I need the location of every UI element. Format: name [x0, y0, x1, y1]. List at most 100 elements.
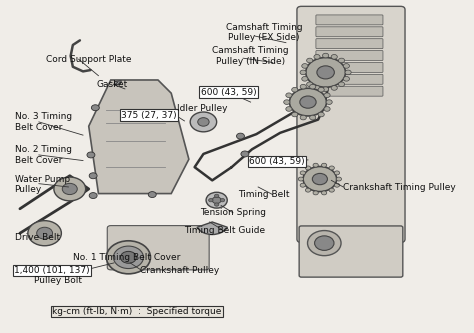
Circle shape	[310, 115, 316, 120]
Circle shape	[329, 188, 334, 192]
Text: Pulley Bolt: Pulley Bolt	[35, 276, 82, 285]
Circle shape	[292, 112, 298, 117]
Circle shape	[321, 163, 327, 167]
Circle shape	[302, 77, 308, 81]
Polygon shape	[89, 80, 189, 193]
Text: Timing Belt Guide: Timing Belt Guide	[183, 226, 264, 235]
Circle shape	[286, 93, 292, 98]
Text: No. 1 Timing Belt Cover: No. 1 Timing Belt Cover	[73, 253, 181, 262]
FancyBboxPatch shape	[299, 226, 403, 277]
Circle shape	[318, 87, 324, 92]
Circle shape	[190, 112, 217, 132]
FancyBboxPatch shape	[316, 39, 383, 49]
Circle shape	[312, 173, 328, 185]
Text: Camshaft Timing
Pulley (IN Side): Camshaft Timing Pulley (IN Side)	[212, 46, 289, 66]
Circle shape	[214, 203, 219, 206]
Circle shape	[314, 55, 320, 59]
Text: Crankshaft Timing Pulley: Crankshaft Timing Pulley	[343, 183, 456, 192]
Circle shape	[324, 93, 330, 98]
Circle shape	[314, 86, 320, 90]
Circle shape	[220, 198, 225, 202]
Text: Crankshaft Pulley: Crankshaft Pulley	[140, 266, 219, 275]
FancyBboxPatch shape	[316, 86, 383, 96]
Circle shape	[334, 183, 339, 187]
Circle shape	[305, 166, 310, 170]
Circle shape	[307, 82, 313, 87]
Circle shape	[91, 105, 100, 111]
Text: Drive Belt: Drive Belt	[15, 233, 60, 242]
Circle shape	[310, 84, 316, 89]
Text: Camshaft Timing
Pulley (EX Side): Camshaft Timing Pulley (EX Side)	[226, 23, 302, 43]
Text: Gasket: Gasket	[96, 80, 128, 89]
Text: kg-cm (ft-lb, N·m)  :  Specified torque: kg-cm (ft-lb, N·m) : Specified torque	[52, 307, 221, 316]
FancyBboxPatch shape	[316, 74, 383, 84]
Circle shape	[300, 171, 305, 175]
Circle shape	[62, 183, 77, 194]
Circle shape	[318, 112, 324, 117]
FancyBboxPatch shape	[316, 51, 383, 61]
Circle shape	[212, 197, 221, 203]
FancyBboxPatch shape	[107, 226, 209, 270]
Text: Water Pump
Pulley: Water Pump Pulley	[15, 175, 70, 194]
Circle shape	[331, 55, 337, 59]
Circle shape	[209, 198, 213, 202]
Circle shape	[241, 151, 249, 157]
Circle shape	[317, 66, 334, 79]
Circle shape	[300, 96, 316, 108]
Circle shape	[322, 87, 328, 92]
Text: Idler Pulley: Idler Pulley	[177, 104, 228, 113]
Circle shape	[334, 171, 339, 175]
Text: No. 2 Timing
Belt Cover: No. 2 Timing Belt Cover	[15, 145, 72, 165]
Circle shape	[206, 192, 227, 208]
Circle shape	[87, 152, 95, 158]
Circle shape	[286, 107, 292, 111]
Circle shape	[300, 70, 306, 75]
Circle shape	[322, 53, 328, 58]
Polygon shape	[114, 81, 121, 85]
Circle shape	[292, 87, 298, 92]
Circle shape	[338, 82, 345, 87]
Circle shape	[106, 241, 150, 274]
Text: 1,400 (101, 137): 1,400 (101, 137)	[14, 266, 90, 275]
Circle shape	[120, 251, 137, 263]
FancyBboxPatch shape	[316, 15, 383, 25]
Circle shape	[345, 70, 351, 75]
Circle shape	[36, 227, 53, 239]
Circle shape	[300, 183, 305, 187]
Circle shape	[214, 194, 219, 197]
Circle shape	[284, 100, 290, 105]
Circle shape	[329, 166, 334, 170]
Text: 600 (43, 59): 600 (43, 59)	[201, 88, 256, 97]
Circle shape	[237, 133, 245, 139]
Circle shape	[305, 188, 310, 192]
Circle shape	[315, 236, 334, 250]
Text: 375 (27, 37): 375 (27, 37)	[121, 111, 177, 120]
Text: Cord Support Plate: Cord Support Plate	[46, 55, 131, 64]
Circle shape	[300, 115, 306, 120]
Circle shape	[313, 191, 319, 195]
Circle shape	[113, 246, 144, 268]
Circle shape	[302, 64, 308, 68]
Text: Timing Belt: Timing Belt	[238, 190, 290, 199]
Circle shape	[298, 177, 303, 181]
Circle shape	[89, 192, 97, 198]
Circle shape	[306, 58, 346, 87]
Circle shape	[307, 58, 313, 63]
Circle shape	[28, 221, 61, 246]
Circle shape	[89, 173, 97, 179]
FancyBboxPatch shape	[316, 27, 383, 37]
Circle shape	[321, 191, 327, 195]
Circle shape	[331, 86, 337, 90]
Circle shape	[338, 58, 345, 63]
FancyBboxPatch shape	[297, 6, 405, 242]
Circle shape	[290, 88, 327, 116]
Circle shape	[343, 64, 349, 68]
Circle shape	[54, 177, 86, 201]
Circle shape	[324, 107, 330, 111]
Text: Tension Spring: Tension Spring	[200, 208, 266, 217]
Circle shape	[308, 230, 341, 256]
Wedge shape	[197, 222, 228, 234]
FancyBboxPatch shape	[316, 63, 383, 72]
Circle shape	[148, 191, 156, 197]
Circle shape	[300, 84, 306, 89]
